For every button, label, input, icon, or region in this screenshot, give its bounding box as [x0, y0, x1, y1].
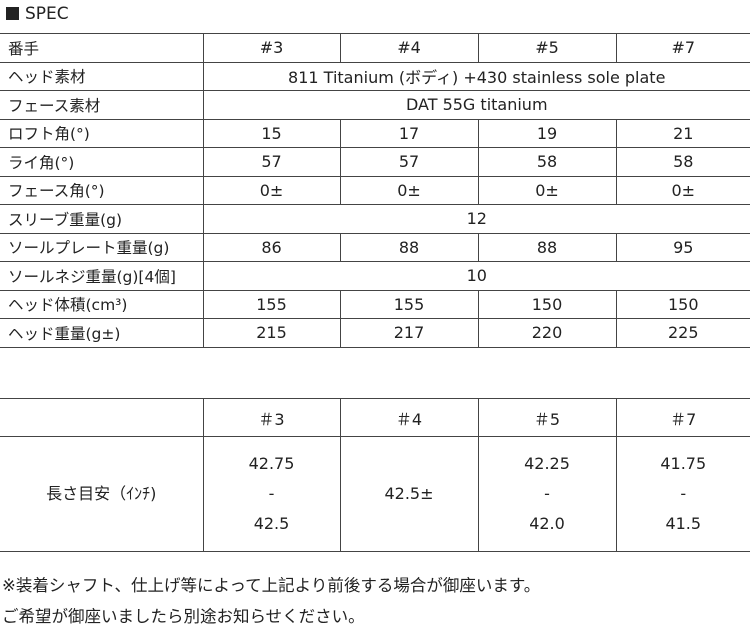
value-cell: 150 — [615, 289, 750, 319]
length-cell: 42.5± — [339, 436, 479, 552]
table-row: ソールネジ重量(g)[4個] 10 — [0, 261, 750, 291]
length-value: 41.5 — [665, 514, 702, 533]
row-label: 長さ目安（ｲﾝﾁ) — [0, 436, 204, 552]
header-cell: #3 — [202, 33, 341, 63]
row-label: ロフト角(°) — [0, 118, 204, 148]
title-text: SPEC — [25, 4, 69, 24]
merged-value: DAT 55G titanium — [202, 90, 750, 120]
length-value: 42.5± — [384, 484, 434, 503]
value-cell: 57 — [339, 147, 479, 177]
merged-value: 10 — [202, 261, 750, 291]
row-label: ライ角(°) — [0, 147, 204, 177]
value-cell: 0± — [477, 175, 617, 205]
value-cell: 88 — [339, 232, 479, 262]
header-cell: #5 — [477, 33, 617, 63]
merged-value: 12 — [202, 204, 750, 234]
header-cell: ＃4 — [339, 398, 479, 437]
value-cell: 86 — [202, 232, 341, 262]
section-title: SPEC — [6, 4, 69, 24]
length-value: 42.0 — [529, 514, 565, 533]
value-cell: 0± — [615, 175, 750, 205]
length-value: 42.5 — [253, 514, 290, 533]
table-row: フェース素材 DAT 55G titanium — [0, 90, 750, 120]
header-cell: ＃7 — [615, 398, 750, 437]
value-cell: 150 — [477, 289, 617, 319]
row-label: ヘッド重量(g±) — [0, 318, 204, 348]
header-row: ＃3 ＃4 ＃5 ＃7 — [0, 398, 750, 437]
length-value: 42.75 — [248, 454, 295, 473]
row-label: ヘッド体積(cm³) — [0, 289, 204, 319]
length-cell: 42.75 - 42.5 — [202, 436, 341, 552]
merged-value: 811 Titanium (ボディ) +430 stainless sole p… — [202, 61, 750, 91]
value-cell: 0± — [339, 175, 479, 205]
table-row: ロフト角(°) 15 17 19 21 — [0, 118, 750, 148]
value-cell: 57 — [202, 147, 341, 177]
length-cell: 41.75 - 41.5 — [615, 436, 750, 552]
table-row: ライ角(°) 57 57 58 58 — [0, 147, 750, 177]
row-label: ソールネジ重量(g)[4個] — [0, 261, 204, 291]
value-cell: 225 — [615, 318, 750, 348]
table-row: 長さ目安（ｲﾝﾁ) 42.75 - 42.5 42.5± 42.25 - 42.0 41.75 -… — [0, 436, 750, 552]
length-value: - — [680, 484, 687, 503]
value-cell: 155 — [339, 289, 479, 319]
header-cell: 番手 — [0, 33, 204, 63]
length-value: 42.25 — [524, 454, 570, 473]
header-cell: ＃3 — [202, 398, 341, 437]
note-1: ※装着シャフト、仕上げ等によって上記より前後する場合が御座います。 — [2, 576, 541, 595]
value-cell: 220 — [477, 318, 617, 348]
header-row: 番手 #3 #4 #5 #7 — [0, 33, 750, 63]
value-cell: 21 — [615, 118, 750, 148]
length-table: ＃3 ＃4 ＃5 ＃7 長さ目安（ｲﾝﾁ) 42.75-42.5 42.5± 42.25-42… — [0, 398, 750, 552]
length-cell: 42.25 - 42.0 — [477, 436, 617, 552]
value-cell: 88 — [477, 232, 617, 262]
row-label: フェース角(°) — [0, 175, 204, 205]
length-value: 41.75 — [660, 454, 707, 473]
value-cell: 95 — [615, 232, 750, 262]
header-cell: #4 — [339, 33, 479, 63]
table-row: ヘッド重量(g±) 215 217 220 225 — [0, 318, 750, 348]
note-2: ご希望が御座いましたら別途お知らせください。 — [2, 607, 365, 626]
header-cell: #7 — [615, 33, 750, 63]
value-cell: 58 — [477, 147, 617, 177]
value-cell: 0± — [202, 175, 341, 205]
table-row: ヘッド素材 811 Titanium (ボディ) +430 stainless s… — [0, 61, 750, 91]
row-label: フェース素材 — [0, 90, 204, 120]
value-cell: 155 — [202, 289, 341, 319]
square-bullet-icon — [6, 7, 19, 20]
table-row: フェース角(°) 0± 0± 0± 0± — [0, 175, 750, 205]
header-cell: ＃5 — [477, 398, 617, 437]
length-value: - — [544, 484, 550, 503]
row-label: ソールプレート重量(g) — [0, 232, 204, 262]
value-cell: 217 — [339, 318, 479, 348]
value-cell: 215 — [202, 318, 341, 348]
length-value: - — [268, 484, 275, 503]
value-cell: 17 — [339, 118, 479, 148]
table-row: ソールプレート重量(g) 86 88 88 95 — [0, 232, 750, 262]
value-cell: 15 — [202, 118, 341, 148]
table-row: ヘッド体積(cm³) 155 155 150 150 — [0, 289, 750, 319]
row-label: ヘッド素材 — [0, 61, 204, 91]
value-cell: 19 — [477, 118, 617, 148]
row-label: スリーブ重量(g) — [0, 204, 204, 234]
table-row: スリーブ重量(g) 12 — [0, 204, 750, 234]
value-cell: 58 — [615, 147, 750, 177]
spec-table: 番手 #3 #4 #5 #7 ヘッド素材 811 Titanium (ボディ) +430 s… — [0, 33, 750, 348]
header-cell — [0, 398, 204, 437]
